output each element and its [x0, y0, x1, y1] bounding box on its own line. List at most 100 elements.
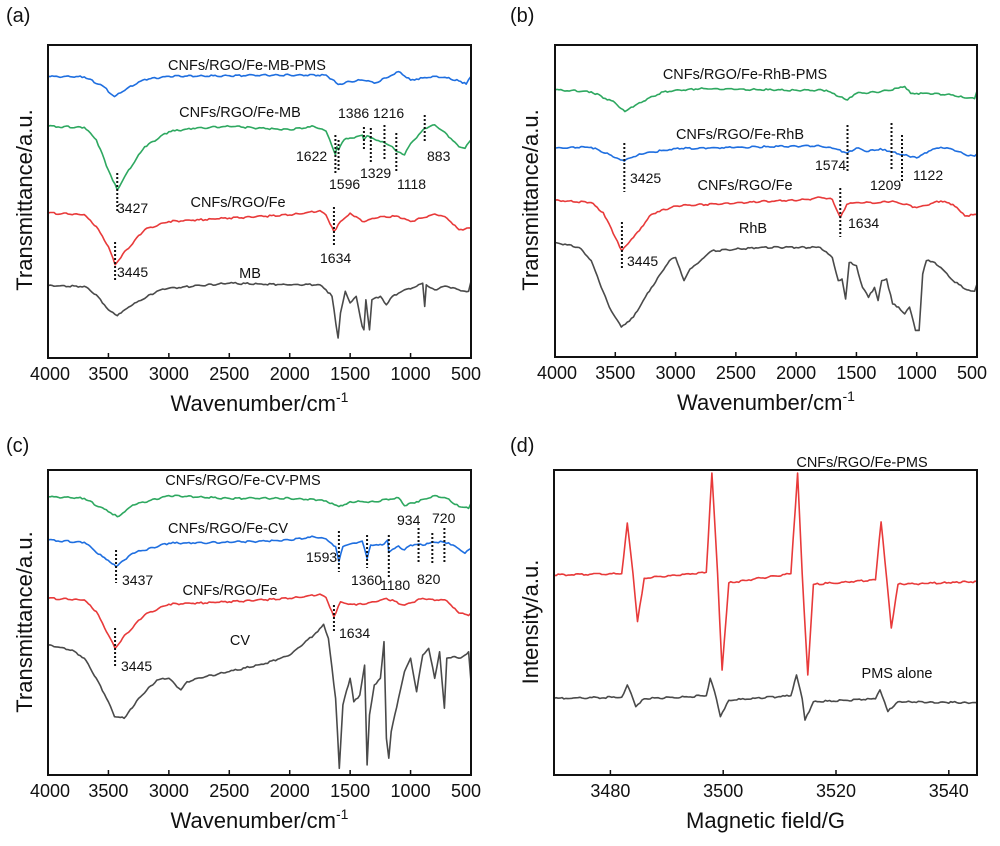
x-tick-label: 3540 — [929, 781, 969, 801]
x-tick-label: 2000 — [776, 363, 816, 383]
y-axis-title: Transmittance/a.u. — [12, 531, 37, 712]
plot-frame — [554, 44, 978, 358]
series-label: CNFs/RGO/Fe-RhB-PMS — [663, 67, 827, 83]
series-label: RhB — [739, 221, 767, 237]
peak-label: 720 — [432, 510, 456, 526]
peak-label: 1634 — [848, 215, 879, 231]
peak-label: 3425 — [630, 170, 661, 186]
peak-label: 1216 — [373, 105, 404, 121]
y-axis-title: Transmittance/a.u. — [518, 109, 543, 290]
peak-label: 883 — [427, 148, 451, 164]
x-tick-label: 500 — [451, 781, 481, 801]
x-tick-label: 2500 — [209, 364, 249, 384]
panel-letter: (c) — [6, 435, 29, 457]
x-axis-title-superscript: -1 — [336, 806, 349, 822]
x-tick-label: 2000 — [270, 781, 310, 801]
x-tick-label: 3480 — [590, 781, 630, 801]
x-axis-title-text: Wavenumber/cm — [171, 808, 336, 833]
peak-label: 1574 — [815, 157, 846, 173]
peak-label: 1122 — [913, 167, 943, 183]
series-line — [47, 494, 472, 518]
x-axis-title-text: Wavenumber/cm — [677, 390, 842, 415]
x-axis-title-text: Magnetic field/G — [686, 808, 845, 833]
peak-label: 1209 — [870, 177, 901, 193]
panel-a: CNFs/RGO/Fe-MB-PMS CNFs/RGO/Fe-MB CNFs/RGO… — [6, 5, 481, 416]
panel-c: CNFs/RGO/Fe-CV-PMS CNFs/RGO/Fe-CV CNFs/RGO… — [6, 435, 481, 833]
series-label: CV — [230, 633, 250, 649]
panel-letter: (b) — [510, 5, 534, 27]
x-axis-title: Wavenumber/cm-1 — [677, 388, 855, 415]
x-tick-label: 4000 — [30, 781, 70, 801]
series-line — [554, 85, 978, 113]
peak-label: 1386 — [338, 105, 369, 121]
plot-frame — [47, 469, 472, 776]
x-tick-label: 3500 — [595, 363, 635, 383]
x-tick-label: 3500 — [88, 364, 128, 384]
x-tick-label: 3000 — [149, 364, 189, 384]
peak-label: 1596 — [329, 176, 360, 192]
x-tick-label: 1000 — [897, 363, 937, 383]
x-axis-title: Magnetic field/G — [686, 808, 845, 833]
x-tick-label: 4000 — [30, 364, 70, 384]
peak-label: 1180 — [380, 577, 410, 593]
series-line — [47, 70, 472, 98]
series-line — [553, 472, 978, 676]
x-axis-title: Wavenumber/cm-1 — [171, 389, 349, 416]
series-line — [553, 674, 978, 721]
peak-label: 934 — [397, 512, 421, 528]
y-axis-title: Transmittance/a.u. — [12, 109, 37, 290]
x-tick-label: 3520 — [816, 781, 856, 801]
series-label: CNFs/RGO/Fe-MB — [179, 105, 301, 121]
series-label: CNFs/RGO/Fe — [190, 195, 285, 211]
peak-label: 3445 — [117, 264, 148, 280]
peak-label: 3445 — [121, 658, 152, 674]
series-label: PMS alone — [862, 666, 933, 682]
panel-b: CNFs/RGO/Fe-RhB-PMS CNFs/RGO/Fe-RhB CNFs/R… — [510, 5, 987, 415]
series-label: CNFs/RGO/Fe-CV — [168, 521, 288, 537]
x-tick-label: 1000 — [391, 364, 431, 384]
x-tick-label: 3000 — [149, 781, 189, 801]
x-axis-title-superscript: -1 — [843, 388, 856, 404]
x-tick-label: 1500 — [836, 363, 876, 383]
x-tick-label: 1000 — [391, 781, 431, 801]
panel-letter: (d) — [510, 435, 534, 457]
plot-frame — [47, 44, 472, 359]
x-tick-label: 3000 — [656, 363, 696, 383]
y-axis-title: Intensity/a.u. — [518, 560, 543, 685]
x-tick-label: 2500 — [716, 363, 756, 383]
x-tick-label: 3500 — [88, 781, 128, 801]
x-axis-title-superscript: -1 — [336, 389, 349, 405]
x-tick-label: 500 — [957, 363, 987, 383]
series-line — [47, 124, 472, 191]
series-line — [47, 623, 472, 770]
series-label: CNFs/RGO/Fe-RhB — [676, 127, 804, 143]
series-line — [47, 593, 472, 650]
peak-label: 820 — [417, 571, 441, 587]
peak-label: 1360 — [351, 572, 382, 588]
x-axis-title: Wavenumber/cm-1 — [171, 806, 349, 833]
x-tick-label: 1500 — [330, 364, 370, 384]
peak-label: 1329 — [360, 165, 391, 181]
series-line — [554, 241, 978, 332]
series-line — [47, 209, 472, 266]
series-label: CNFs/RGO/Fe-MB-PMS — [168, 58, 326, 74]
series-line — [47, 281, 472, 339]
x-axis-title-text: Wavenumber/cm — [171, 391, 336, 416]
x-tick-label: 3500 — [703, 781, 743, 801]
series-label: CNFs/RGO/Fe — [182, 583, 277, 599]
panel-d: CNFs/RGO/Fe-PMS PMS alone 3480 3500 3520 3540… — [510, 435, 978, 833]
peak-label: 3437 — [122, 572, 153, 588]
x-tick-label: 500 — [451, 364, 481, 384]
peak-label: 3427 — [117, 200, 148, 216]
x-tick-label: 4000 — [537, 363, 577, 383]
series-label: CNFs/RGO/Fe-PMS — [796, 455, 927, 471]
series-label: MB — [239, 266, 261, 282]
peak-label: 3445 — [627, 253, 658, 269]
peak-label: 1622 — [296, 148, 327, 164]
x-tick-label: 2500 — [209, 781, 249, 801]
series-line — [554, 144, 978, 162]
plot-frame — [553, 469, 978, 776]
series-line — [47, 535, 472, 568]
x-tick-label: 1500 — [330, 781, 370, 801]
